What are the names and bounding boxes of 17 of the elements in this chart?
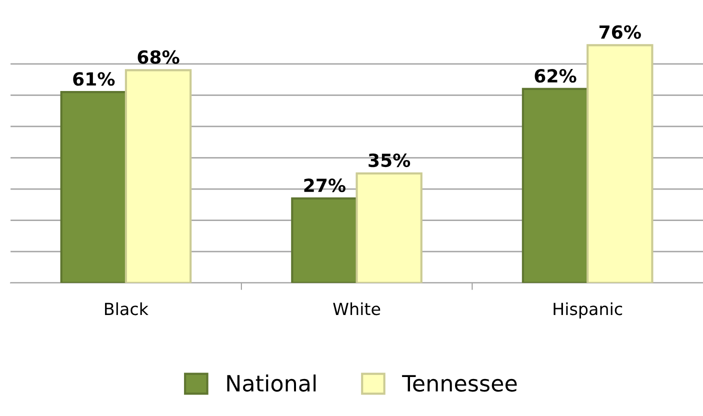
x-tick-label: White	[333, 302, 380, 316]
data-label: 76%	[600, 25, 641, 39]
bar	[124, 69, 192, 283]
data-label: 61%	[73, 72, 115, 86]
x-tick-label: Hispanic	[554, 302, 622, 318]
bar	[356, 172, 422, 283]
bar	[60, 91, 127, 283]
data-label: 68%	[138, 50, 180, 64]
x-tick-label: Black	[105, 302, 148, 316]
bar	[291, 197, 358, 283]
legend-label: National	[227, 374, 316, 392]
bar	[586, 44, 654, 283]
bar	[522, 88, 589, 283]
data-label: 62%	[534, 69, 576, 83]
data-label: 35%	[368, 153, 410, 168]
data-label: 27%	[304, 178, 346, 192]
legend-label: Tennessee	[402, 375, 517, 392]
